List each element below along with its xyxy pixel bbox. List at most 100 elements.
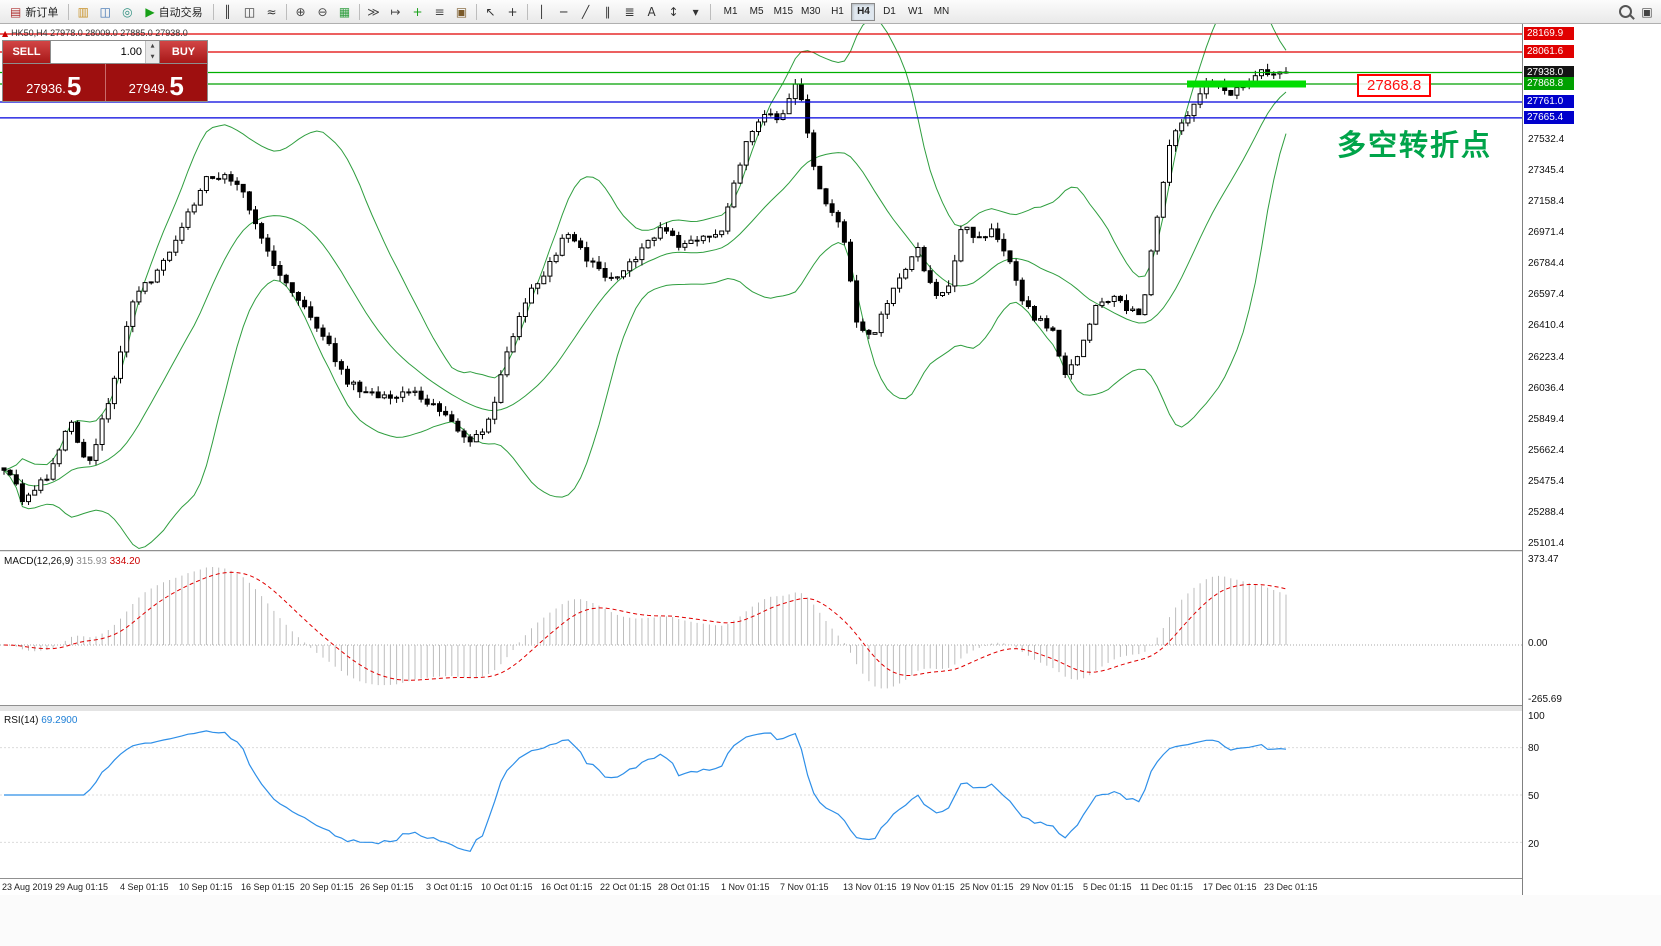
zoom-in-icon[interactable]: ⊕: [291, 2, 311, 22]
timeframe-m15[interactable]: M15: [771, 3, 796, 21]
time-axis-label: 23 Aug 2019: [2, 882, 53, 892]
timeframe-d1[interactable]: D1: [877, 3, 901, 21]
shapes-dropdown-icon[interactable]: ▾: [686, 2, 706, 22]
volume-down-button[interactable]: ▼: [146, 52, 159, 63]
indicators-icon[interactable]: +: [408, 2, 428, 22]
charts-window-icon[interactable]: ▥: [73, 2, 93, 22]
line-chart-icon[interactable]: ≈: [262, 2, 282, 22]
new-order-button[interactable]: ▤ 新订单: [4, 2, 64, 22]
price-axis-label: 25475.4: [1528, 475, 1565, 487]
ask-price[interactable]: 27949. 5: [105, 64, 207, 101]
time-axis-label: 22 Oct 01:15: [600, 882, 652, 892]
toolbar-separator: [212, 3, 214, 20]
price-axis-label: 26597.4: [1528, 289, 1565, 301]
bar-chart-icon[interactable]: ║: [218, 2, 238, 22]
cursor-icon[interactable]: ↖: [481, 2, 501, 22]
price-level-label: 28061.6: [1524, 44, 1574, 58]
time-axis-label: 10 Sep 01:15: [179, 882, 233, 892]
price-level-label: 27868.8: [1524, 77, 1574, 91]
price-axis-label: -265.69: [1528, 694, 1562, 705]
pane-splitter[interactable]: [0, 705, 1661, 712]
chart-title: ▲ HK50,H4 27978.0 28009.0 27885.0 27938.0: [2, 28, 208, 38]
price-axis-label: 25288.4: [1528, 507, 1565, 519]
turning-point-note[interactable]: 多空转折点: [1337, 128, 1493, 162]
web-terminal-icon[interactable]: ◎: [117, 2, 137, 22]
price-level-label: 27665.4: [1524, 110, 1574, 124]
rsi-pane[interactable]: [0, 712, 1522, 878]
price-level-label: 28169.9: [1524, 26, 1574, 40]
channel-icon[interactable]: ∥: [598, 2, 618, 22]
volume-up-button[interactable]: ▲: [146, 41, 159, 52]
periods-icon[interactable]: ≡: [430, 2, 450, 22]
price-callout-box[interactable]: 27868.8: [1357, 74, 1432, 97]
bid-price[interactable]: 27936. 5: [3, 64, 106, 101]
toolbar-separator: [68, 3, 70, 20]
autotrading-button[interactable]: ▶ 自动交易: [139, 2, 208, 22]
price-axis-label: 25101.4: [1528, 538, 1565, 550]
macd-signal-value: 334.20: [109, 556, 141, 567]
volume-input[interactable]: [51, 41, 145, 63]
price-axis-label: 373.47: [1528, 554, 1559, 565]
price-axis[interactable]: 27532.4 27345.4 27158.4 26971.4 26784.4 26597…: [1522, 0, 1661, 895]
time-axis-label: 7 Nov 01:15: [780, 882, 829, 892]
price-axis-label: 25849.4: [1528, 413, 1565, 425]
macd-main-value: 315.93: [76, 556, 107, 567]
buy-button[interactable]: BUY: [159, 41, 207, 63]
pane-splitter[interactable]: [0, 550, 1661, 553]
price-axis-label: 27532.4: [1528, 133, 1565, 145]
rsi-name: RSI(14): [4, 715, 39, 726]
time-axis-label: 28 Oct 01:15: [658, 882, 710, 892]
bottom-strip: [0, 895, 1661, 946]
timeframe-mn[interactable]: MN: [929, 3, 953, 21]
auto-scroll-icon[interactable]: ≫: [364, 2, 384, 22]
time-axis-label: 26 Sep 01:15: [360, 882, 414, 892]
timeframe-h4[interactable]: H4: [851, 2, 876, 21]
time-axis-label: 10 Oct 01:15: [481, 882, 533, 892]
bid-price-big: 5: [66, 71, 82, 101]
data-window-icon[interactable]: ▣: [1637, 2, 1657, 22]
timeframe-m1[interactable]: M1: [719, 3, 743, 21]
time-axis-label: 29 Aug 01:15: [55, 882, 109, 892]
price-axis-label: 26223.4: [1528, 351, 1565, 363]
trendline-icon[interactable]: ╱: [576, 2, 596, 22]
timeframe-h1[interactable]: H1: [825, 3, 849, 21]
chart-shift-icon[interactable]: ↦: [386, 2, 406, 22]
market-watch-icon[interactable]: ◫: [95, 2, 115, 22]
time-axis-label: 11 Dec 01:15: [1140, 882, 1193, 892]
timeframe-w1[interactable]: W1: [903, 3, 927, 21]
tile-windows-icon[interactable]: ▦: [335, 2, 355, 22]
main-chart[interactable]: [0, 24, 1522, 550]
price-level-label: 27761.0: [1524, 94, 1574, 108]
vertical-line-icon[interactable]: │: [532, 2, 552, 22]
sell-button[interactable]: SELL: [3, 41, 51, 63]
bid-price-main: 27936.: [26, 81, 66, 96]
time-axis-label: 16 Sep 01:15: [241, 882, 295, 892]
zoom-out-icon[interactable]: ⊖: [313, 2, 333, 22]
toolbar: ▤ 新订单 ▥ ◫ ◎ ▶ 自动交易 ║ ◫ ≈ ⊕ ⊖ ▦ ≫ ↦ + ≡ ▣ ↖ + │ ─ ╱ ∥ ≣ A ↕ ▾ M1 M5 M15…: [0, 0, 1661, 24]
arrows-icon[interactable]: ↕: [664, 2, 684, 22]
crosshair-icon[interactable]: +: [503, 2, 523, 22]
candlestick-chart-icon[interactable]: ◫: [240, 2, 260, 22]
timeframe-group: M1 M5 M15 M30 H1 H4 D1 W1 MN: [718, 2, 955, 21]
price-axis-label: 100: [1528, 711, 1545, 722]
time-axis-label: 25 Nov 01:15: [960, 882, 1014, 892]
price-axis-label: 80: [1528, 743, 1540, 754]
time-axis[interactable]: 23 Aug 2019 29 Aug 01:15 4 Sep 01:15 10 Sep…: [0, 880, 1522, 895]
text-icon[interactable]: A: [642, 2, 662, 22]
search-icon[interactable]: [1615, 2, 1635, 22]
horizontal-line-icon[interactable]: ─: [554, 2, 574, 22]
price-axis-label: 26784.4: [1528, 258, 1565, 270]
fibonacci-icon[interactable]: ≣: [620, 2, 640, 22]
price-axis-label: 50: [1528, 791, 1540, 802]
price-axis-label: 26971.4: [1528, 227, 1565, 239]
pane-splitter: [0, 878, 1661, 880]
templates-icon[interactable]: ▣: [452, 2, 472, 22]
macd-indicator-label: MACD(12,26,9) 315.93 334.20: [4, 556, 140, 567]
timeframe-m5[interactable]: M5: [745, 3, 769, 21]
time-axis-label: 5 Dec 01:15: [1083, 882, 1132, 892]
timeframe-m30[interactable]: M30: [798, 3, 823, 21]
macd-pane[interactable]: [0, 553, 1522, 705]
price-axis-label: 27158.4: [1528, 196, 1565, 208]
rsi-value: 69.2900: [41, 715, 78, 726]
